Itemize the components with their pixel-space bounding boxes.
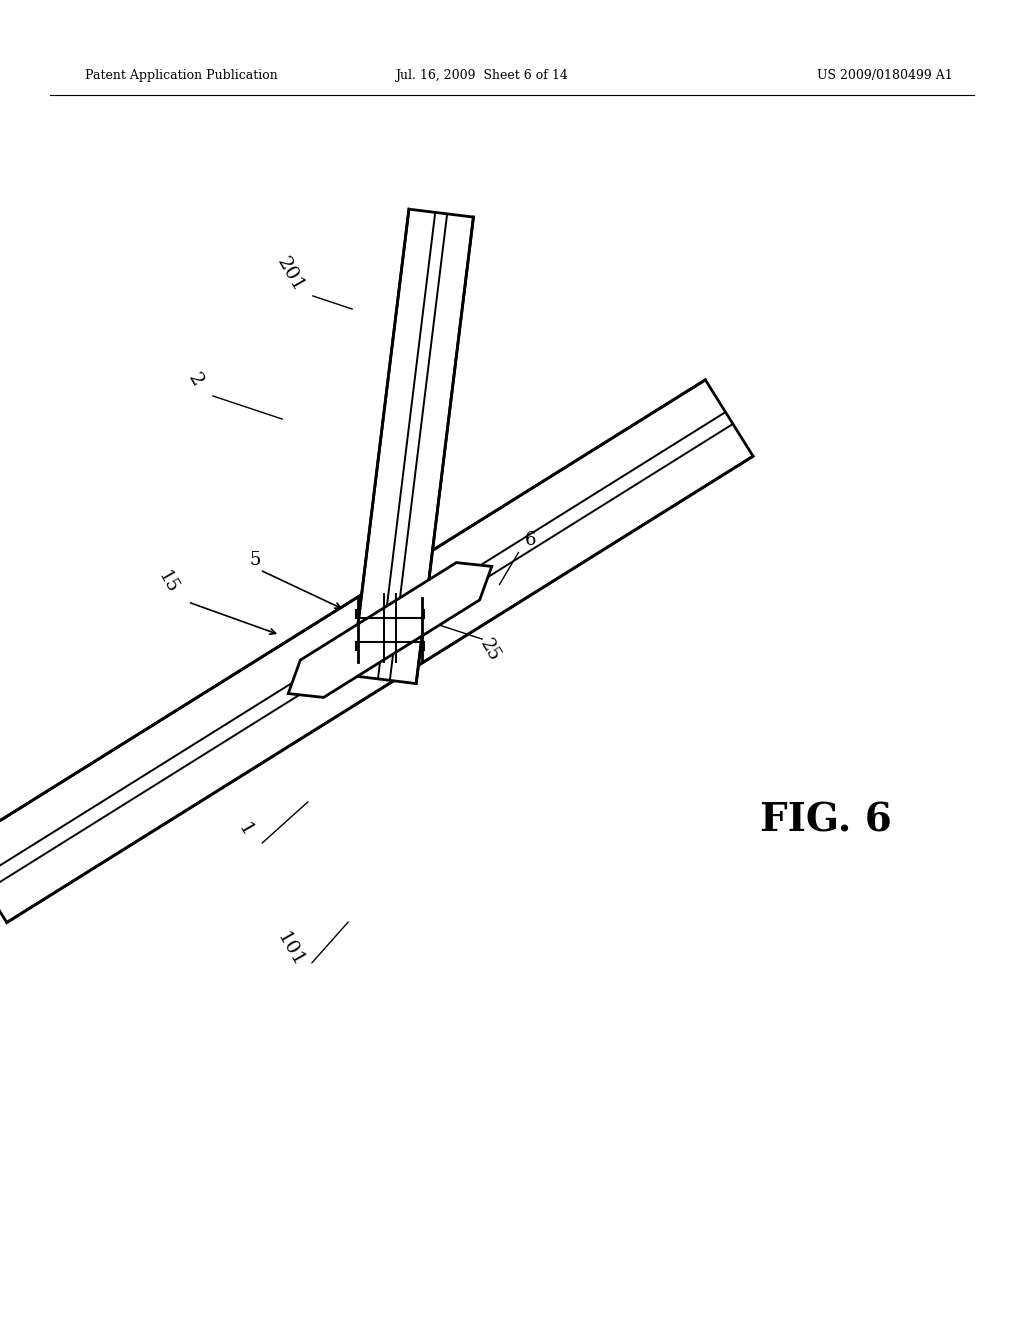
Text: 201: 201	[273, 255, 307, 296]
Text: 5: 5	[249, 550, 261, 569]
Text: 2: 2	[184, 370, 206, 389]
Polygon shape	[0, 380, 753, 923]
Polygon shape	[288, 562, 492, 697]
Text: Jul. 16, 2009  Sheet 6 of 14: Jul. 16, 2009 Sheet 6 of 14	[395, 69, 567, 82]
Text: FIG. 6: FIG. 6	[760, 801, 892, 840]
Text: 1: 1	[234, 820, 256, 840]
Text: 25: 25	[476, 636, 504, 664]
Text: 101: 101	[273, 929, 307, 970]
Text: Patent Application Publication: Patent Application Publication	[85, 69, 278, 82]
Text: 6: 6	[524, 531, 536, 549]
Text: US 2009/0180499 A1: US 2009/0180499 A1	[816, 69, 952, 82]
Text: 15: 15	[155, 568, 181, 597]
Polygon shape	[351, 209, 473, 684]
